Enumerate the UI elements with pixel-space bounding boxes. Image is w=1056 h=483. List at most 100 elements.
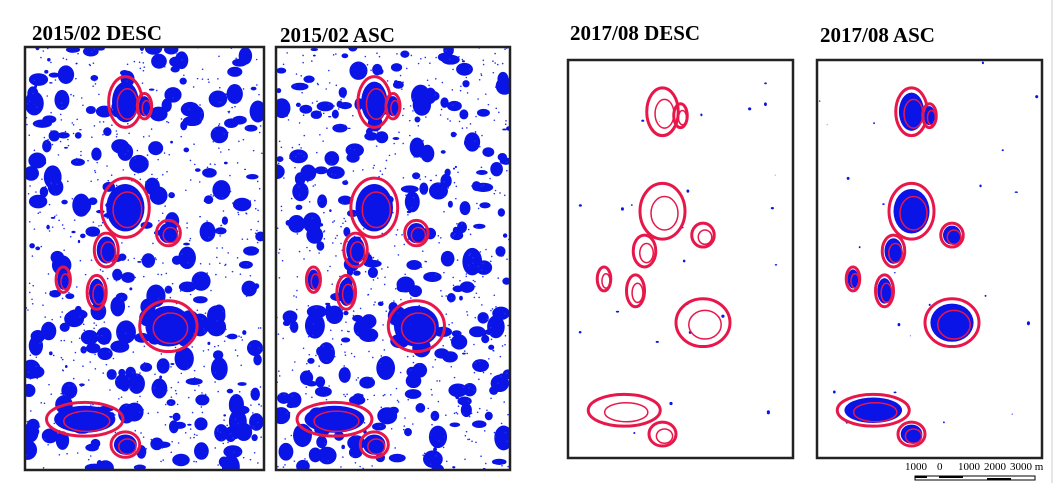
water-speck: [44, 403, 46, 405]
water-patch: [65, 365, 68, 368]
water-speck: [403, 108, 405, 110]
water-speck: [66, 59, 68, 61]
water-speck: [423, 193, 425, 195]
water-speck: [103, 121, 105, 123]
water-patch: [49, 72, 60, 77]
water-speck: [312, 102, 314, 104]
water-speck: [435, 78, 437, 80]
water-speck: [235, 57, 237, 59]
water-speck: [140, 179, 142, 181]
water-speck: [257, 422, 259, 424]
water-patch: [227, 334, 238, 340]
water-speck: [336, 235, 338, 237]
water-speck: [93, 62, 95, 64]
water-speck: [85, 274, 87, 276]
water-speck: [409, 120, 411, 122]
water-speck: [367, 265, 369, 267]
water-patch: [317, 194, 327, 208]
water-speck: [257, 221, 259, 223]
water-speck: [219, 87, 221, 89]
water-speck: [89, 65, 91, 67]
water-speck: [126, 405, 128, 407]
water-speck: [278, 333, 280, 335]
water-speck: [381, 355, 383, 357]
water-speck: [137, 150, 139, 152]
water-patch: [332, 110, 339, 119]
water-speck: [218, 345, 220, 347]
water-speck: [154, 373, 156, 375]
water-speck: [503, 255, 505, 257]
water-speck: [256, 84, 258, 86]
water-speck: [467, 92, 469, 94]
water-speck: [258, 249, 260, 251]
water-speck: [341, 202, 343, 204]
water-patch: [140, 363, 152, 372]
water-speck: [254, 200, 256, 202]
water-speck: [227, 111, 229, 113]
water-patch: [882, 203, 885, 205]
water-patch: [151, 379, 167, 399]
water-speck: [237, 257, 239, 259]
water-patch: [431, 411, 440, 421]
water-speck: [313, 185, 315, 187]
water-speck: [233, 451, 235, 453]
panel-title: 2015/02 ASC: [280, 23, 395, 47]
water-speck: [309, 250, 311, 252]
water-speck: [291, 198, 293, 200]
water-speck: [291, 330, 293, 332]
water-speck: [217, 231, 219, 233]
water-speck: [324, 238, 326, 240]
water-speck: [68, 385, 70, 387]
water-speck: [432, 366, 434, 368]
water-speck: [394, 447, 396, 449]
water-speck: [403, 244, 405, 246]
water-patch: [452, 466, 455, 468]
water-speck: [497, 277, 499, 279]
water-patch: [328, 116, 331, 117]
water-speck: [129, 387, 131, 389]
water-speck: [194, 390, 196, 392]
water-speck: [207, 167, 209, 169]
water-speck: [243, 88, 245, 90]
water-speck: [501, 465, 503, 467]
water-patch: [368, 267, 378, 278]
water-speck: [398, 254, 400, 256]
water-speck: [475, 131, 477, 133]
water-speck: [286, 412, 288, 414]
water-speck: [503, 401, 505, 403]
water-patch: [283, 320, 291, 326]
water-speck: [431, 394, 433, 396]
water-speck: [45, 292, 47, 294]
water-speck: [467, 439, 469, 441]
water-speck: [162, 262, 164, 264]
water-speck: [362, 169, 364, 171]
water-speck: [187, 368, 189, 370]
water-speck: [332, 242, 334, 244]
water-speck: [139, 62, 141, 64]
water-speck: [220, 334, 222, 336]
water-speck: [198, 273, 200, 275]
water-speck: [170, 192, 172, 194]
water-speck: [373, 279, 375, 281]
water-body: [394, 306, 439, 347]
water-speck: [203, 366, 205, 368]
water-patch: [492, 459, 507, 465]
water-speck: [250, 345, 252, 347]
water-speck: [259, 188, 261, 190]
water-speck: [34, 150, 36, 152]
water-speck: [102, 271, 104, 273]
water-speck: [233, 394, 235, 396]
water-speck: [67, 180, 69, 182]
panel-title: 2017/08 DESC: [570, 21, 700, 45]
water-speck: [283, 177, 285, 179]
water-speck: [87, 160, 89, 162]
water-speck: [418, 63, 420, 65]
water-speck: [162, 174, 164, 176]
water-patch: [495, 332, 501, 336]
water-speck: [201, 392, 203, 394]
water-speck: [382, 339, 384, 341]
water-speck: [385, 168, 387, 170]
water-speck: [79, 316, 81, 318]
water-speck: [28, 371, 30, 373]
water-speck: [457, 259, 459, 261]
